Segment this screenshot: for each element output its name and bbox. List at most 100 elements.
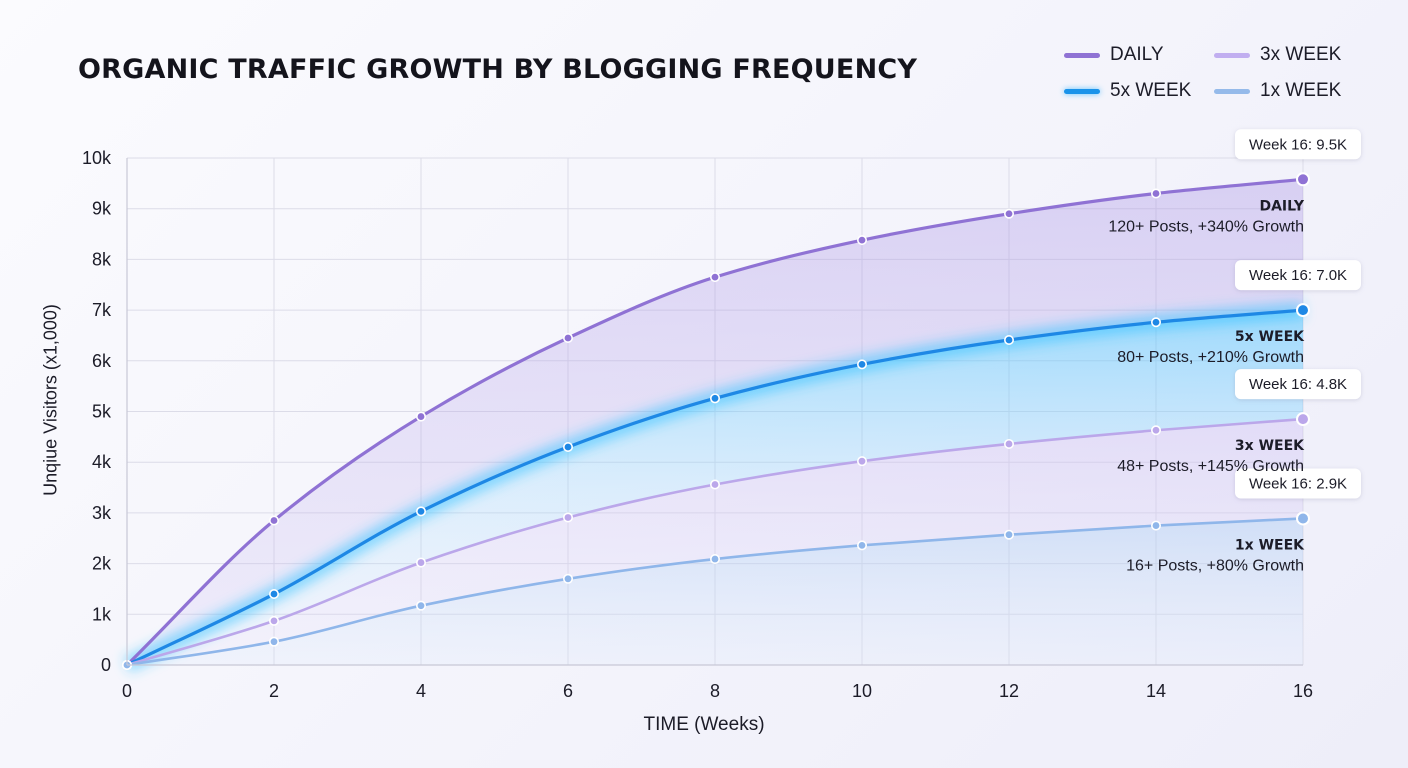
y-tick-label: 2k bbox=[92, 554, 112, 574]
point-1x-week bbox=[856, 540, 867, 551]
axes: 0 1k 2k 3k 4k 5k 6k 7k 8k 9k 10k 0 2 4 6 8 10 12 14 16 bbox=[82, 148, 1313, 701]
callout-box bbox=[1235, 129, 1361, 160]
legend-label-daily: DAILY bbox=[1110, 44, 1164, 65]
y-tick-label: 7k bbox=[92, 300, 112, 320]
callout-box bbox=[1235, 468, 1361, 499]
annotation-subtitle: 48+ Posts, +145% Growth bbox=[1117, 458, 1304, 475]
legend-item-5x-week: 5x WEEK bbox=[1064, 76, 1191, 106]
annotation-subtitle: 120+ Posts, +340% Growth bbox=[1108, 218, 1304, 235]
point-1x-week bbox=[709, 554, 720, 565]
point-daily bbox=[709, 272, 720, 283]
y-tick-label: 3k bbox=[92, 503, 112, 523]
legend-swatch-5x-week bbox=[1064, 88, 1100, 94]
x-tick-label: 8 bbox=[710, 681, 720, 701]
area-5x-week bbox=[127, 310, 1303, 665]
point-3x-week bbox=[562, 512, 573, 523]
point-daily bbox=[415, 411, 426, 422]
y-tick-label: 4k bbox=[92, 452, 112, 472]
legend-swatch-1x-week bbox=[1214, 88, 1250, 94]
y-tick-label: 10k bbox=[82, 148, 112, 168]
legend-swatch-3x-week bbox=[1214, 52, 1250, 58]
point-1x-week bbox=[268, 636, 279, 647]
area-daily bbox=[127, 179, 1303, 665]
callout-box bbox=[1235, 260, 1361, 291]
callout-daily: Week 16: 9.5K bbox=[1235, 129, 1361, 160]
y-tick-label: 8k bbox=[92, 249, 112, 269]
point-3x-week bbox=[1151, 425, 1162, 436]
annotation-title: 5x WEEK bbox=[1235, 329, 1305, 345]
callouts: Week 16: 9.5K Week 16: 7.0K Week 16: 4.8K W… bbox=[1235, 129, 1361, 499]
x-tick-label: 0 bbox=[122, 681, 132, 701]
point-3x-week bbox=[268, 615, 279, 626]
y-tick-label: 5k bbox=[92, 402, 112, 422]
callout-3x-week: Week 16: 4.8K bbox=[1235, 369, 1361, 400]
point-3x-week bbox=[1296, 412, 1310, 427]
area-1x-week bbox=[127, 518, 1303, 665]
point-3x-week bbox=[709, 479, 720, 490]
annotation-daily: DAILY 120+ Posts, +340% Growth bbox=[1108, 198, 1305, 235]
point-daily bbox=[1151, 188, 1162, 199]
annotation-3x-week: 3x WEEK 48+ Posts, +145% Growth bbox=[1117, 438, 1305, 475]
legend-item-3x-week: 3x WEEK bbox=[1214, 40, 1341, 70]
annotation-1x-week: 1x WEEK 16+ Posts, +80% Growth bbox=[1126, 537, 1305, 574]
point-5x-week bbox=[1151, 317, 1162, 328]
point-daily bbox=[1003, 208, 1014, 219]
point-5x-week bbox=[562, 441, 573, 452]
x-tick-label: 12 bbox=[999, 681, 1019, 701]
callout-5x-week: Week 16: 7.0K bbox=[1235, 260, 1361, 291]
legend: DAILY 3x WEEK 5x WEEK 1x WEEK bbox=[1064, 40, 1364, 110]
chart-title: ORGANIC TRAFFIC GROWTH BY BLOGGING FREQU… bbox=[78, 54, 918, 85]
point-5x-week bbox=[1003, 335, 1014, 346]
annotation-title: 3x WEEK bbox=[1235, 438, 1305, 454]
legend-label-5x-week: 5x WEEK bbox=[1110, 80, 1192, 101]
legend-swatch-daily bbox=[1064, 52, 1100, 58]
point-1x-week bbox=[1003, 529, 1014, 540]
legend-item-daily: DAILY bbox=[1064, 40, 1164, 70]
callout-1x-week: Week 16: 2.9K bbox=[1235, 468, 1361, 499]
point-3x-week bbox=[856, 456, 867, 467]
point-5x-week bbox=[415, 506, 426, 517]
x-tick-label: 10 bbox=[852, 681, 872, 701]
point-1x-week bbox=[1296, 511, 1310, 526]
point-5x-week bbox=[1296, 303, 1310, 318]
point-3x-week bbox=[1003, 438, 1014, 449]
point-1x-week bbox=[562, 573, 573, 584]
x-axis-label: TIME (Weeks) bbox=[643, 714, 765, 735]
point-daily bbox=[856, 235, 867, 246]
x-tick-label: 14 bbox=[1146, 681, 1166, 701]
y-tick-label: 9k bbox=[92, 199, 112, 219]
line-daily bbox=[125, 177, 1305, 667]
legend-label-3x-week: 3x WEEK bbox=[1260, 44, 1342, 65]
annotation-subtitle: 16+ Posts, +80% Growth bbox=[1126, 557, 1304, 574]
x-tick-label: 4 bbox=[416, 681, 426, 701]
legend-label-1x-week: 1x WEEK bbox=[1260, 80, 1342, 101]
point-5x-week bbox=[856, 359, 867, 370]
y-tick-label: 6k bbox=[92, 351, 112, 371]
data-points bbox=[122, 172, 1310, 670]
annotations: DAILY 120+ Posts, +340% Growth 5x WEEK 80+ … bbox=[1108, 198, 1305, 574]
x-tick-label: 16 bbox=[1293, 681, 1313, 701]
point-daily bbox=[1296, 172, 1310, 187]
x-tick-label: 2 bbox=[269, 681, 279, 701]
callout-label: Week 16: 4.8K bbox=[1249, 376, 1347, 393]
annotation-5x-week: 5x WEEK 80+ Posts, +210% Growth bbox=[1117, 329, 1305, 366]
callout-label: Week 16: 9.5K bbox=[1249, 136, 1347, 153]
callout-box bbox=[1235, 369, 1361, 400]
legend-item-1x-week: 1x WEEK bbox=[1214, 76, 1341, 106]
x-tick-label: 6 bbox=[563, 681, 573, 701]
point-1x-week bbox=[1151, 520, 1162, 531]
callout-label: Week 16: 7.0K bbox=[1249, 267, 1347, 284]
annotation-subtitle: 80+ Posts, +210% Growth bbox=[1117, 349, 1304, 366]
y-tick-label: 1k bbox=[92, 604, 112, 624]
callout-label: Week 16: 2.9K bbox=[1249, 475, 1347, 492]
point-daily bbox=[268, 515, 279, 526]
annotation-title: DAILY bbox=[1259, 198, 1304, 214]
point-3x-week bbox=[415, 557, 426, 568]
point-5x-week bbox=[268, 589, 279, 600]
point-1x-week bbox=[415, 600, 426, 611]
point-5x-week bbox=[709, 393, 720, 404]
annotation-title: 1x WEEK bbox=[1235, 537, 1305, 553]
point-daily bbox=[562, 332, 573, 343]
y-tick-label: 0 bbox=[101, 655, 111, 675]
